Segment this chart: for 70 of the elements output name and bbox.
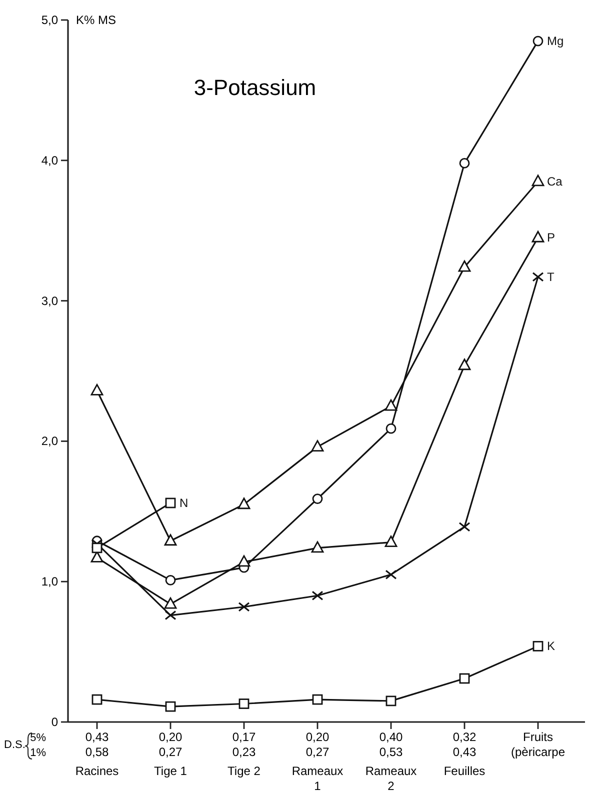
- point: [532, 272, 544, 282]
- y-tick-label: 4,0: [41, 153, 58, 168]
- point: [165, 701, 176, 712]
- point: [459, 158, 470, 168]
- text: 0,27: [306, 745, 330, 759]
- point: [312, 694, 323, 705]
- point: [238, 698, 250, 709]
- series-label: K: [547, 639, 556, 654]
- x-tick-label: Racines: [75, 764, 119, 778]
- point: [386, 696, 396, 706]
- point: [90, 384, 104, 396]
- text: 1%: [30, 747, 46, 759]
- point: [386, 423, 396, 434]
- point: [458, 522, 470, 532]
- text: D.S.: [4, 739, 26, 751]
- point: [92, 542, 102, 554]
- point: [312, 494, 323, 504]
- text: 0,32: [452, 730, 476, 744]
- text: 0,53: [379, 745, 403, 759]
- point: [165, 574, 176, 586]
- y-tick-label: 3,0: [41, 294, 58, 308]
- text: 0,43: [452, 745, 476, 759]
- point: [91, 538, 103, 548]
- x-tick-label: Tige 2: [228, 764, 261, 778]
- text: 0,40: [379, 730, 403, 744]
- point: [92, 694, 102, 705]
- point: [238, 602, 250, 612]
- y-tick-label: 1,0: [41, 574, 58, 589]
- x-tick-label: Fruits (pèricarpe: [510, 730, 566, 759]
- series-label: T: [547, 270, 555, 284]
- point: [164, 610, 176, 620]
- point: [459, 673, 470, 684]
- text: 0,23: [232, 745, 256, 759]
- series-label: N: [180, 496, 188, 510]
- point: [384, 536, 398, 547]
- point: [532, 36, 544, 46]
- point: [532, 640, 544, 652]
- point: [311, 541, 324, 553]
- series-label: Ca: [547, 174, 563, 188]
- point: [165, 498, 176, 508]
- point: [311, 440, 324, 452]
- series-label: Mg: [547, 34, 564, 48]
- point: [385, 570, 397, 580]
- y-tick-label: 5,0: [41, 13, 58, 27]
- y-axis-title: K% MS: [76, 13, 116, 27]
- x-tick-label: Tige 1: [154, 764, 188, 778]
- x-tick-label: Rameaux 1: [292, 764, 344, 793]
- point: [532, 230, 544, 242]
- text: 0,17: [232, 730, 256, 744]
- point: [164, 597, 177, 609]
- text: 0,58: [85, 745, 109, 759]
- text: 3-Potassium: [194, 75, 316, 100]
- point: [458, 260, 471, 272]
- point: [458, 358, 471, 370]
- point: [312, 590, 324, 600]
- point: [238, 555, 250, 567]
- text: 0,20: [306, 730, 330, 744]
- point: [384, 399, 398, 411]
- text: 0,20: [158, 730, 182, 744]
- series-label: P: [547, 230, 556, 245]
- y-tick-label: 2,0: [41, 434, 58, 448]
- point: [238, 498, 250, 510]
- text: 0,43: [85, 730, 109, 744]
- text: 5%: [30, 732, 46, 744]
- text: 0,27: [158, 745, 182, 759]
- point: [532, 174, 544, 186]
- x-tick-label: Feuilles: [444, 764, 486, 778]
- x-tick-label: Rameaux 2: [365, 764, 417, 793]
- point: [164, 534, 177, 546]
- y-tick-label: 0: [51, 715, 58, 729]
